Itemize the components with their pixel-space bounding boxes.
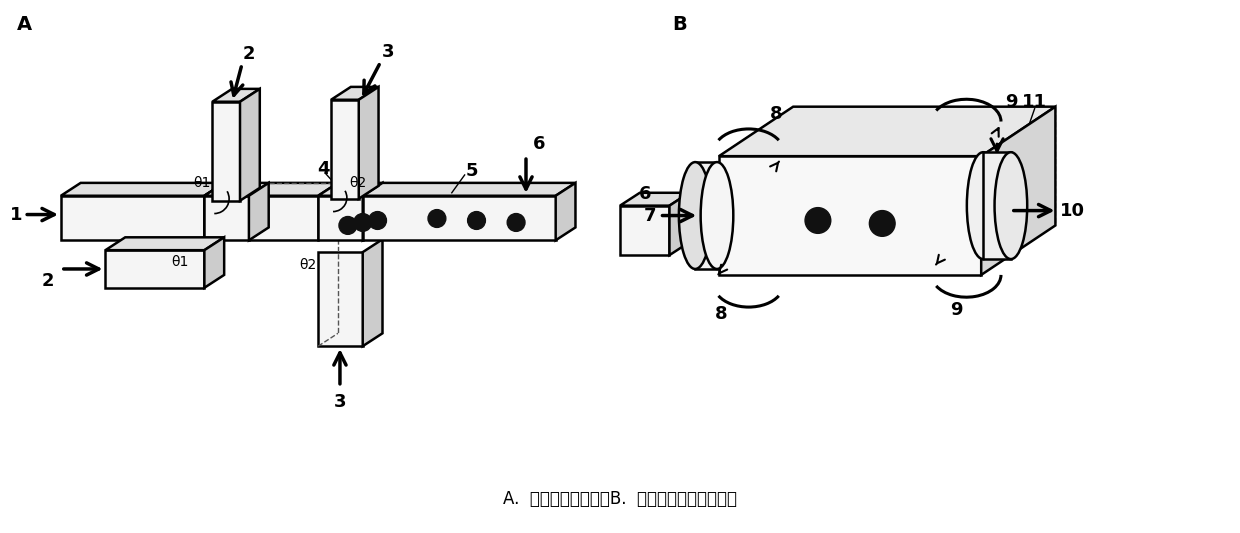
- Ellipse shape: [701, 162, 733, 269]
- Text: 2: 2: [243, 45, 255, 63]
- Polygon shape: [363, 239, 382, 346]
- Polygon shape: [696, 162, 717, 269]
- Polygon shape: [212, 89, 260, 102]
- Ellipse shape: [678, 162, 712, 269]
- Circle shape: [353, 214, 372, 231]
- Circle shape: [428, 209, 446, 228]
- Text: 6: 6: [533, 135, 546, 154]
- Polygon shape: [319, 196, 363, 240]
- Polygon shape: [981, 107, 1055, 275]
- Polygon shape: [249, 183, 269, 240]
- Text: 4: 4: [317, 160, 330, 178]
- Polygon shape: [331, 87, 378, 100]
- Text: A.  共流微尺度通道；B.  流动聚焦微尺度通道。: A. 共流微尺度通道；B. 流动聚焦微尺度通道。: [503, 490, 737, 507]
- Polygon shape: [556, 183, 575, 240]
- Polygon shape: [719, 107, 1055, 156]
- Text: 11: 11: [1022, 93, 1047, 111]
- Polygon shape: [719, 156, 981, 275]
- Text: θ2: θ2: [300, 258, 317, 272]
- Polygon shape: [363, 183, 575, 196]
- Polygon shape: [620, 206, 670, 255]
- Text: 9: 9: [950, 301, 962, 319]
- Text: 3: 3: [382, 43, 394, 61]
- Text: θ1: θ1: [193, 176, 211, 190]
- Polygon shape: [249, 196, 319, 240]
- Text: 7: 7: [644, 206, 656, 224]
- Polygon shape: [358, 87, 378, 199]
- Text: A: A: [16, 15, 32, 34]
- Polygon shape: [205, 237, 224, 288]
- Ellipse shape: [967, 152, 999, 259]
- Polygon shape: [363, 183, 382, 240]
- Polygon shape: [105, 250, 205, 288]
- Circle shape: [368, 212, 387, 229]
- Text: B: B: [672, 15, 687, 34]
- Polygon shape: [670, 193, 689, 255]
- Polygon shape: [61, 183, 224, 196]
- Text: 3: 3: [334, 393, 346, 410]
- Text: 9: 9: [1004, 93, 1017, 111]
- Ellipse shape: [994, 152, 1027, 259]
- Text: 1: 1: [10, 206, 22, 223]
- Polygon shape: [205, 183, 224, 240]
- Circle shape: [467, 212, 485, 229]
- Polygon shape: [105, 237, 224, 250]
- Polygon shape: [61, 196, 205, 240]
- Text: 8: 8: [714, 305, 727, 324]
- Polygon shape: [212, 102, 241, 201]
- Circle shape: [339, 216, 357, 235]
- Text: 6: 6: [639, 185, 651, 203]
- Polygon shape: [319, 183, 382, 196]
- Polygon shape: [205, 183, 269, 196]
- Polygon shape: [363, 196, 556, 240]
- Circle shape: [805, 208, 831, 233]
- Polygon shape: [983, 152, 1011, 259]
- Text: 8: 8: [770, 104, 782, 123]
- Circle shape: [869, 211, 895, 236]
- Text: 5: 5: [465, 162, 477, 180]
- Polygon shape: [331, 100, 358, 199]
- Text: θ1: θ1: [171, 255, 188, 269]
- Polygon shape: [249, 183, 339, 196]
- Text: 2: 2: [42, 272, 55, 290]
- Polygon shape: [241, 89, 260, 201]
- Polygon shape: [620, 193, 689, 206]
- Polygon shape: [205, 196, 249, 240]
- Polygon shape: [319, 252, 363, 346]
- Text: θ2: θ2: [350, 176, 366, 190]
- Text: 10: 10: [1060, 201, 1085, 220]
- Circle shape: [507, 214, 525, 231]
